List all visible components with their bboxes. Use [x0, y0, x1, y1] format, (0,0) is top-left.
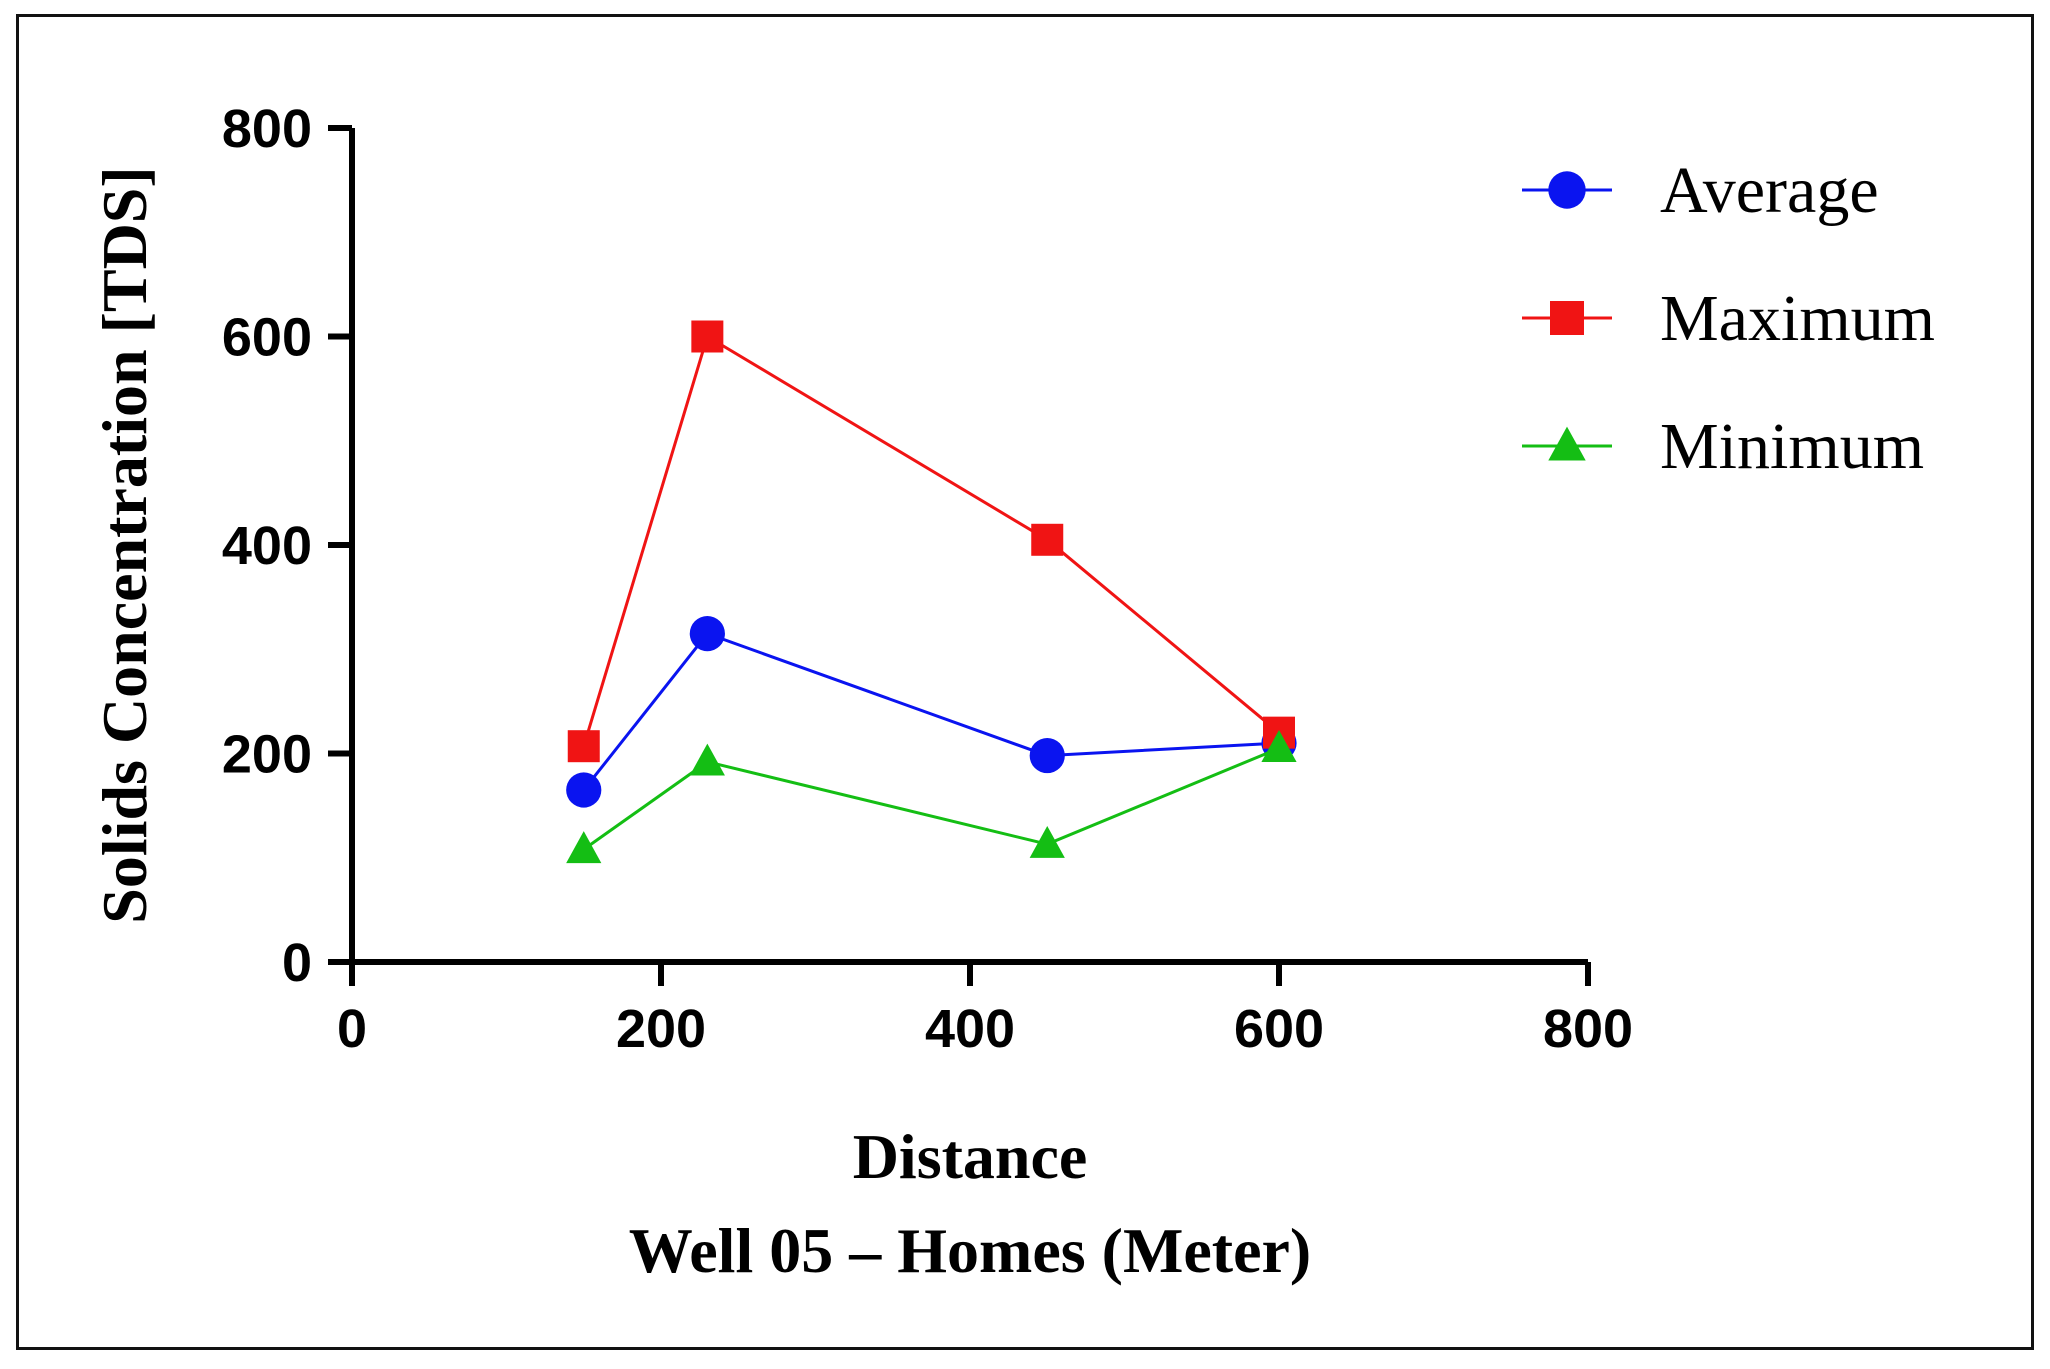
legend-label-maximum: Maximum — [1660, 282, 1935, 355]
data-point-minimum — [1029, 825, 1065, 858]
x-tick-label: 200 — [616, 999, 706, 1059]
series-minimum — [566, 730, 1297, 864]
data-point-average — [689, 616, 725, 652]
x-tick-label: 600 — [1234, 999, 1324, 1059]
x-tick-label: 0 — [337, 999, 367, 1059]
series-layer — [566, 320, 1297, 864]
legend-marker-maximum — [1550, 301, 1584, 335]
data-point-minimum — [689, 743, 725, 776]
data-point-maximum — [691, 320, 724, 353]
series-average — [566, 616, 1297, 808]
y-tick-label: 200 — [222, 725, 312, 785]
legend-item-maximum: Maximum — [1522, 282, 1935, 355]
legend-label-minimum: Minimum — [1660, 410, 1924, 483]
y-tick-label: 600 — [222, 308, 312, 368]
data-point-minimum — [1261, 730, 1297, 762]
y-tick-label: 0 — [282, 933, 312, 993]
x-axis-subtitle: Well 05 – Homes (Meter) — [629, 1215, 1311, 1286]
data-point-maximum — [1031, 523, 1064, 556]
legend-item-average: Average — [1522, 154, 1879, 227]
series-line-average — [582, 631, 1280, 791]
data-point-average — [566, 772, 602, 808]
x-tick-label: 400 — [925, 999, 1015, 1059]
legend-label-average: Average — [1660, 154, 1879, 227]
series-maximum — [567, 320, 1295, 763]
data-point-average — [1029, 737, 1065, 774]
legend-marker-average — [1548, 171, 1586, 209]
legend: Average Maximum Minimum — [1522, 154, 1935, 483]
data-point-minimum — [566, 831, 602, 864]
y-axis-title: Solids Concentration [TDS] — [89, 166, 160, 923]
y-tick-label: 800 — [222, 99, 312, 159]
x-axis-title: Distance — [853, 1121, 1088, 1192]
x-tick-label: 800 — [1543, 999, 1633, 1059]
data-point-maximum — [567, 730, 600, 763]
legend-item-minimum: Minimum — [1522, 410, 1924, 483]
series-line-maximum — [582, 334, 1280, 747]
axes: 0 200 400 600 800 0 200 400 600 800 — [222, 99, 1633, 1059]
series-line-minimum — [582, 746, 1280, 851]
y-tick-label: 400 — [222, 516, 312, 576]
legend-marker-minimum — [1548, 426, 1586, 461]
